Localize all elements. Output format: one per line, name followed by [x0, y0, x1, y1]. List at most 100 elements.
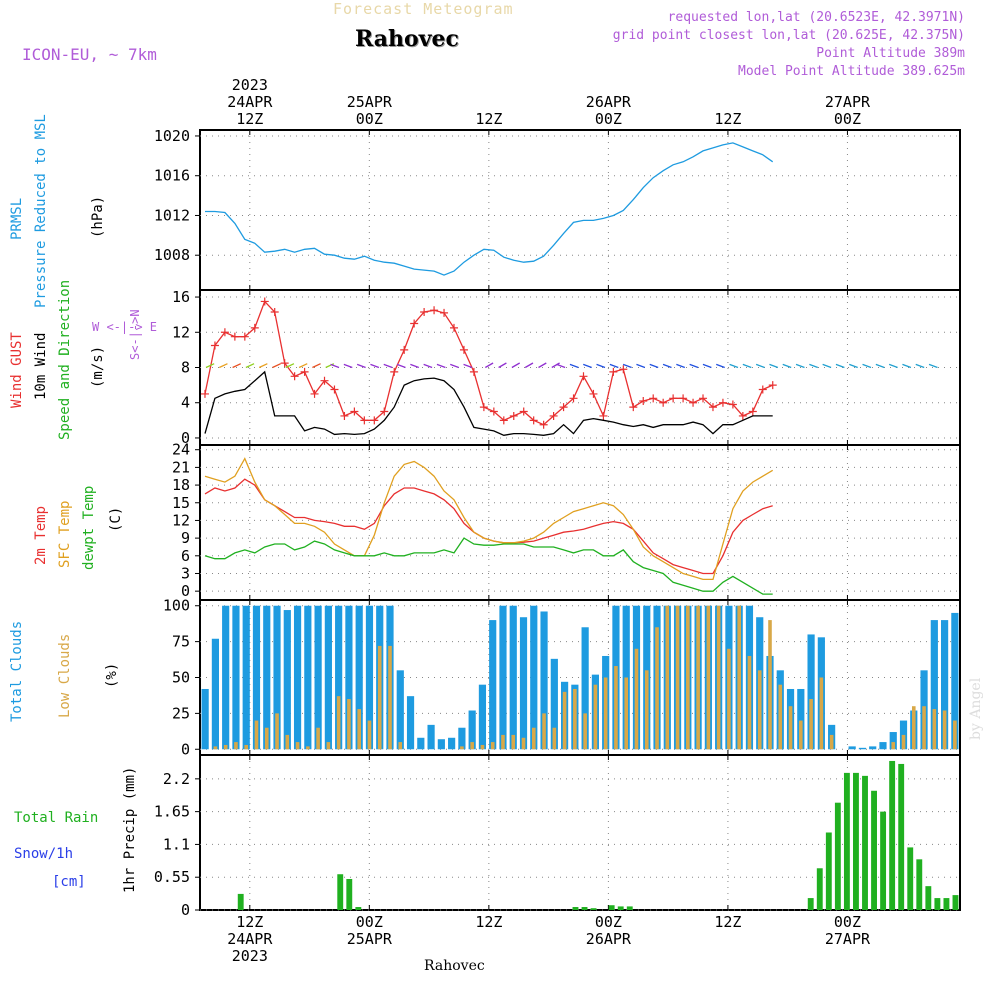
clouds-bar: [365, 605, 374, 750]
bottom-time-line2: [688, 931, 768, 948]
clouds-bar: [478, 684, 487, 750]
wind-point: [559, 403, 568, 412]
top-time-label: 2023 24APR 12Z: [210, 77, 290, 128]
clouds-bar: [388, 645, 392, 750]
wind-arrow: [484, 362, 494, 369]
clouds-bar: [788, 706, 793, 750]
wind-point: [619, 365, 628, 374]
gridpoint-coords: grid point closest lon,lat (20.625E, 42.…: [612, 28, 965, 43]
wind-arrow: [569, 363, 579, 369]
top-time-line2: 25APR: [346, 93, 392, 111]
pressure-ytick-label: 1008: [154, 246, 190, 264]
wind-arrow: [888, 363, 898, 369]
clouds-bar: [509, 605, 517, 750]
clouds-bar: [345, 605, 353, 750]
clouds-bar: [655, 627, 659, 750]
temp-ytick-label: 12: [172, 511, 190, 529]
top-time-line3: 00Z: [355, 110, 383, 128]
wind-arrow: [702, 363, 712, 369]
clouds-bar: [778, 684, 783, 750]
clouds-bar: [263, 605, 271, 750]
wind-arrow: [245, 363, 255, 369]
wind-point: [469, 367, 478, 376]
precip-bar: [880, 811, 887, 910]
temp-ytick-label: 6: [181, 547, 190, 565]
pressure-ytick-label: 1020: [154, 127, 190, 145]
precip-bar: [346, 879, 353, 910]
clouds-bar: [448, 737, 456, 750]
wind-arrow: [915, 363, 925, 369]
clouds-bar: [347, 699, 351, 750]
wind-arrow: [524, 362, 534, 369]
bottom-time-label: 00Z 27APR: [807, 914, 887, 965]
precip-bar: [834, 802, 841, 910]
precip-ytick-label: 2.2: [163, 770, 190, 788]
wind-arrow: [410, 363, 420, 369]
wind-point: [420, 308, 429, 317]
wind-arrow: [928, 363, 938, 369]
wind-point: [748, 407, 757, 416]
bottom-time-line3: [568, 948, 648, 965]
wind-arrow: [343, 363, 353, 369]
clouds-bar: [634, 648, 639, 750]
wind-arrow: [258, 363, 268, 369]
wind-arrow: [689, 363, 699, 369]
clouds-bar: [848, 746, 856, 750]
wind-arrow: [383, 363, 393, 369]
wind-point: [519, 407, 528, 416]
precip-bar: [355, 907, 362, 910]
chart-title: Forecast Meteogram: [333, 0, 514, 18]
top-time-line2: 26APR: [585, 93, 631, 111]
clouds-panel: 0 25 50 75 100: [163, 597, 961, 758]
clouds-bar: [768, 620, 772, 750]
wind-arrow: [596, 363, 606, 369]
wind-gust-label: Wind GUST: [9, 332, 25, 408]
clouds-unit: (%): [104, 662, 120, 688]
wind-arrow: [609, 363, 619, 369]
wind-arrow: [729, 363, 739, 369]
wind-arrow: [795, 363, 805, 369]
pressure-frame: [199, 129, 961, 291]
clouds-bar: [489, 620, 497, 750]
clouds-bar: [324, 605, 332, 750]
point-altitude: Point Altitude 389m: [816, 46, 965, 61]
clouds-bar: [531, 727, 536, 750]
clouds-bar: [809, 699, 813, 750]
precip-bar: [943, 898, 950, 910]
bottom-time-line1: 00Z: [594, 913, 622, 931]
bottom-time-line3: 2023: [231, 947, 268, 965]
pressure-ytick-label: 1016: [154, 167, 190, 185]
pressure-label-2: Pressure Reduced to MSL: [33, 114, 49, 308]
precip-bar: [916, 859, 923, 910]
clouds-bar: [757, 670, 762, 750]
wind-point: [380, 407, 389, 416]
precip-bar: [816, 868, 823, 910]
clouds-bar: [930, 620, 938, 750]
clouds-bar: [901, 734, 906, 750]
wind-arrow: [219, 363, 228, 369]
wind-point: [290, 372, 299, 381]
clouds-bar: [932, 709, 937, 750]
clouds-bar: [398, 742, 403, 750]
pressure-label-1: PRMSL: [9, 197, 25, 240]
clouds-bar: [603, 677, 608, 750]
precip-bar: [925, 886, 932, 910]
wind-arrow: [583, 363, 592, 369]
wind-point: [320, 376, 329, 385]
clouds-bar: [490, 742, 495, 750]
clouds-bar: [367, 720, 372, 750]
wind-10m-label: 10m Wind: [33, 332, 49, 400]
location-title: Rahovec: [355, 26, 459, 52]
temp-series-line: [204, 457, 774, 581]
temp-ytick-label: 15: [172, 494, 190, 512]
clouds-bar: [593, 684, 598, 750]
wind-point: [459, 345, 468, 354]
clouds-bar: [357, 709, 361, 750]
clouds-bar: [232, 605, 240, 750]
clouds-bar: [869, 746, 877, 750]
bottom-time-label: 12Z: [449, 914, 529, 965]
temp-ytick-label: 9: [181, 529, 190, 547]
clouds-bar: [581, 627, 589, 750]
clouds-bar: [470, 742, 474, 750]
clouds-bar: [396, 670, 404, 750]
